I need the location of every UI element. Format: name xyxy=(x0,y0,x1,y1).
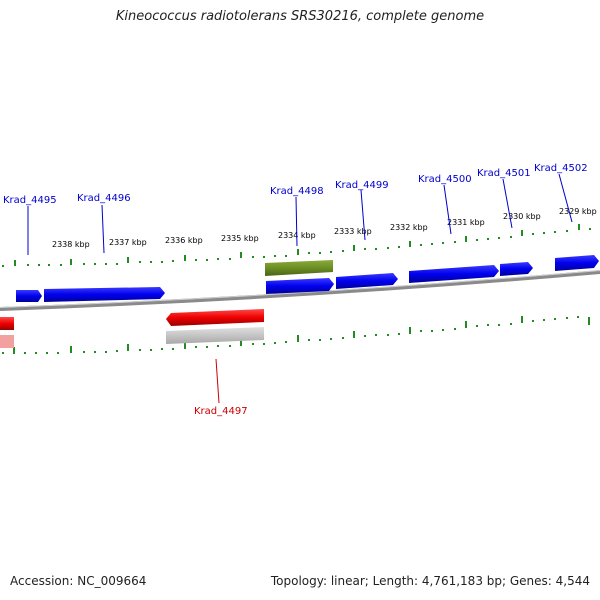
accession-label: Accession: NC_009664 xyxy=(10,574,147,588)
leader-line-krad-4502 xyxy=(558,173,573,223)
gene-krad-4497[interactable] xyxy=(166,309,264,326)
ruler-tick-label: 2330 kbp xyxy=(503,212,541,221)
gene-krad-4496[interactable] xyxy=(44,287,165,302)
leader-line-krad-4500 xyxy=(443,184,452,235)
gene-label-krad-4497[interactable]: Krad_4497 xyxy=(194,406,248,417)
gene-krad-4497-shadow xyxy=(166,327,264,344)
ruler-tick-label: 2332 kbp xyxy=(390,223,428,232)
gene-krad-4502[interactable] xyxy=(555,255,599,271)
gene-label-krad-4496[interactable]: Krad_4496 xyxy=(77,193,131,204)
gene-offscreen-reverse[interactable] xyxy=(0,317,14,330)
gene-label-krad-4495[interactable]: Krad_4495 xyxy=(3,195,57,206)
reverse-genes xyxy=(0,309,264,348)
ruler-tick-label: 2335 kbp xyxy=(221,234,259,243)
leader-line-krad-4497 xyxy=(215,358,220,404)
ruler-tick-label: 2336 kbp xyxy=(165,236,203,245)
gene-label-krad-4500[interactable]: Krad_4500 xyxy=(418,174,472,185)
ruler-tick-label: 2329 kbp xyxy=(559,207,597,216)
gene-label-krad-4499[interactable]: Krad_4499 xyxy=(335,180,389,191)
gene-krad-4499[interactable] xyxy=(336,273,398,289)
gene-krad-4498[interactable] xyxy=(266,278,334,294)
leader-line-krad-4501 xyxy=(502,178,513,229)
gene-offscreen-reverse-shadow xyxy=(0,335,14,348)
gene-krad-4501[interactable] xyxy=(500,262,533,276)
forward-genes xyxy=(16,255,599,302)
genome-backbone xyxy=(0,270,600,311)
gene-label-krad-4502[interactable]: Krad_4502 xyxy=(534,163,588,174)
ruler-tick-label: 2338 kbp xyxy=(52,240,90,249)
leader-line-krad-4499 xyxy=(360,189,366,241)
gene-krad-4495[interactable] xyxy=(16,290,42,302)
forward-ruler xyxy=(2,224,591,267)
gene-krad-4500[interactable] xyxy=(409,265,499,283)
gene-label-krad-4501[interactable]: Krad_4501 xyxy=(477,168,531,179)
reverse-ruler xyxy=(2,316,590,354)
genome-backbone-highlight xyxy=(0,270,600,308)
genome-title: Kineococcus radiotolerans SRS30216, comp… xyxy=(115,9,485,24)
gene-label-krad-4498[interactable]: Krad_4498 xyxy=(270,186,324,197)
ruler-tick-label: 2333 kbp xyxy=(334,227,372,236)
ruler-tick-label: 2331 kbp xyxy=(447,218,485,227)
gene-highlight-bar[interactable] xyxy=(265,260,333,276)
leader-line-krad-4498 xyxy=(295,196,298,247)
leader-line-krad-4496 xyxy=(101,204,105,254)
topology-label: Topology: linear; Length: 4,761,183 bp; … xyxy=(270,574,590,588)
ruler-tick-label: 2337 kbp xyxy=(109,238,147,247)
